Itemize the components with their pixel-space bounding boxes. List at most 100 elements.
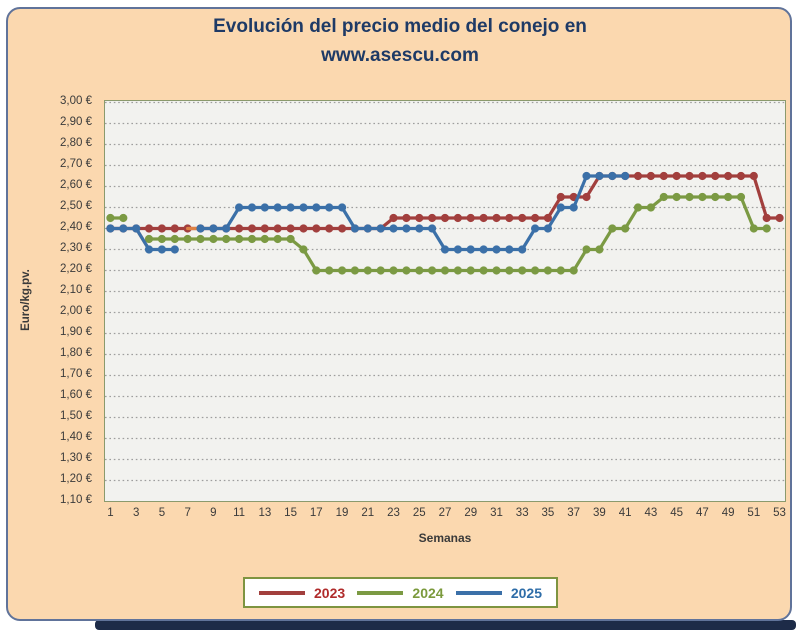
data-point <box>235 203 244 212</box>
data-point <box>518 245 527 254</box>
data-point <box>273 224 282 233</box>
data-point <box>350 224 359 233</box>
data-point <box>582 245 591 254</box>
data-point <box>453 245 462 254</box>
data-point <box>453 266 462 275</box>
legend-item-2024[interactable]: 2024 <box>357 585 444 601</box>
data-point <box>428 266 437 275</box>
data-point <box>157 224 166 233</box>
x-tick-label: 15 <box>284 507 297 519</box>
data-point <box>157 245 166 254</box>
data-point <box>440 245 450 254</box>
data-point <box>543 213 552 223</box>
chart-title-line2: www.asescu.com <box>321 45 479 66</box>
data-point <box>646 203 656 212</box>
y-tick-label: 1,70 € <box>60 367 92 380</box>
plot-area[interactable] <box>104 100 786 502</box>
data-point <box>209 234 218 244</box>
y-tick-label: 1,30 € <box>60 451 92 464</box>
data-point <box>518 266 527 275</box>
data-point <box>595 245 604 254</box>
data-point <box>621 224 630 233</box>
data-point <box>144 234 154 244</box>
data-point <box>170 234 179 244</box>
x-tick-label: 5 <box>158 507 166 519</box>
x-tick-label: 41 <box>618 507 632 519</box>
chart-title-line1: Evolución del precio medio del conejo en <box>213 16 587 37</box>
data-point <box>505 266 514 275</box>
data-point <box>505 245 514 254</box>
data-point <box>338 203 347 212</box>
data-point <box>659 192 668 202</box>
window-edge-bar <box>95 620 796 630</box>
y-tick-label: 1,50 € <box>60 409 92 422</box>
data-point <box>235 224 244 233</box>
data-point <box>415 224 424 233</box>
data-point <box>492 266 501 275</box>
data-point <box>144 245 154 254</box>
data-point <box>106 224 115 233</box>
data-point <box>556 266 565 275</box>
data-point <box>119 224 128 233</box>
data-point <box>543 224 552 233</box>
x-tick-label: 33 <box>515 507 529 519</box>
data-point <box>402 266 411 275</box>
data-point <box>428 224 437 233</box>
legend-item-2025[interactable]: 2025 <box>455 584 542 601</box>
x-axis-title: Semanas <box>418 531 472 545</box>
data-point <box>222 224 231 233</box>
y-tick-label: 2,30 € <box>60 241 92 254</box>
data-point <box>183 234 192 244</box>
data-point <box>685 192 694 202</box>
data-point <box>325 224 334 233</box>
data-point <box>222 234 231 244</box>
x-tick-label: 43 <box>644 507 658 519</box>
y-tick-label: 2,50 € <box>60 199 92 212</box>
data-point <box>724 192 733 202</box>
data-point <box>325 203 334 212</box>
x-tick-label: 45 <box>670 507 683 519</box>
data-point <box>157 234 166 244</box>
data-point <box>247 234 257 244</box>
series-2024[interactable] <box>106 192 771 275</box>
data-point <box>312 266 321 275</box>
data-point <box>724 171 733 181</box>
data-point <box>247 203 257 212</box>
data-point <box>402 224 411 233</box>
legend-line-swatch <box>357 590 404 595</box>
data-point <box>196 234 205 244</box>
y-tick-label: 2,60 € <box>60 178 92 191</box>
data-point <box>531 213 540 223</box>
series-2025[interactable] <box>106 171 630 254</box>
x-tick-label: 9 <box>210 507 217 519</box>
data-point <box>312 203 321 212</box>
data-point <box>170 245 179 254</box>
data-point <box>492 245 501 254</box>
data-point <box>312 224 321 233</box>
legend-label: 2025 <box>510 584 542 601</box>
data-point <box>466 266 475 275</box>
data-point <box>685 171 694 181</box>
x-tick-label: 13 <box>258 507 272 519</box>
x-tick-label: 21 <box>361 507 375 519</box>
data-point <box>196 224 205 233</box>
legend-line-swatch <box>455 590 502 595</box>
data-point <box>556 192 565 202</box>
legend-item-2023[interactable]: 2023 <box>259 585 345 601</box>
data-point <box>440 266 450 275</box>
data-point <box>389 266 398 275</box>
chart-title: Evolución del precio medio del conejo en… <box>0 12 800 70</box>
x-tick-label: 7 <box>184 507 191 519</box>
data-point <box>144 224 154 233</box>
data-point <box>492 213 501 223</box>
data-point <box>479 213 488 223</box>
data-point <box>479 245 488 254</box>
x-tick-label: 1 <box>107 507 114 519</box>
data-point <box>338 266 347 275</box>
data-point <box>582 192 591 202</box>
x-tick-label: 19 <box>335 507 349 519</box>
data-point <box>415 213 424 223</box>
x-tick-label: 23 <box>387 507 400 519</box>
data-point <box>247 224 257 233</box>
plot-background <box>104 100 786 502</box>
